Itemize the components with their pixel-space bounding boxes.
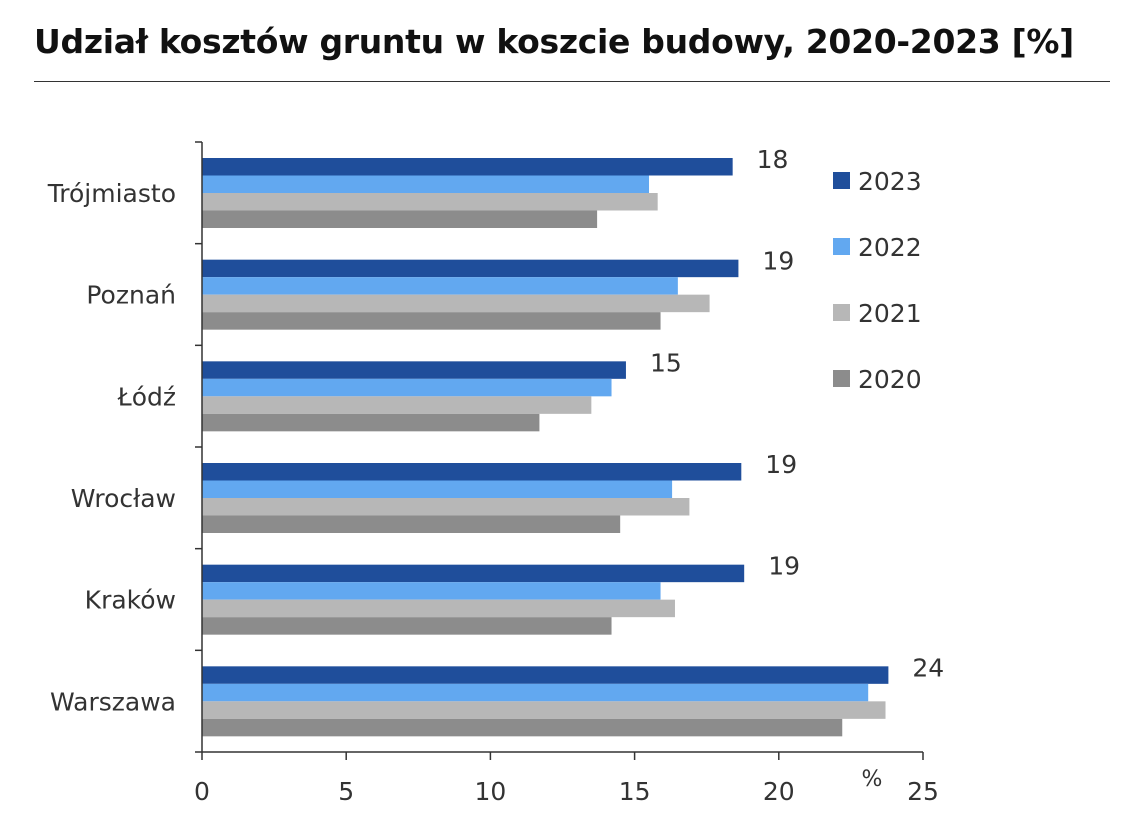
data-label: 19 (762, 247, 794, 276)
bar-2022-5 (202, 582, 661, 600)
bar-2023-4 (202, 463, 742, 481)
bar-2023-5 (202, 564, 745, 583)
data-label: 19 (765, 450, 797, 479)
data-label: 18 (757, 145, 789, 174)
legend-label-2023: 2023 (858, 167, 922, 196)
legend-label-2021: 2021 (858, 299, 922, 328)
bar-2021-5 (202, 599, 675, 618)
bar-2021-3 (202, 396, 592, 414)
legend-swatch-2021 (833, 304, 850, 321)
x-unit-label: % (862, 767, 883, 792)
x-tick-label: 0 (194, 777, 210, 806)
legend-label-2020: 2020 (858, 365, 922, 394)
category-label: Łódź (117, 382, 176, 411)
bar-2021-6 (202, 701, 886, 719)
category-label: Warszawa (50, 687, 176, 716)
bars-group (202, 158, 889, 737)
bar-2021-2 (202, 294, 710, 313)
x-tick-label: 15 (619, 777, 651, 806)
legend-swatch-2023 (833, 172, 850, 189)
bar-2023-2 (202, 259, 739, 278)
category-label: Poznań (86, 281, 176, 310)
bar-2023-3 (202, 361, 626, 379)
x-tick-label: 10 (474, 777, 506, 806)
bar-2022-2 (202, 277, 678, 295)
legend-swatch-2022 (833, 238, 850, 255)
bar-2022-1 (202, 175, 650, 193)
bar-2022-6 (202, 683, 869, 702)
axes-group: 0 5 10 15 20 25% (194, 141, 939, 806)
legend-swatch-2020 (833, 370, 850, 387)
bar-2023-1 (202, 158, 733, 176)
x-tick-label: 20 (763, 777, 795, 806)
data-label: 15 (650, 348, 682, 377)
bar-2022-4 (202, 480, 673, 498)
title-divider (34, 81, 1110, 82)
bar-2020-5 (202, 617, 612, 635)
x-tick-label: 25 (907, 777, 939, 806)
bar-2021-1 (202, 193, 658, 211)
category-label: Wrocław (71, 484, 176, 513)
labels-group: Trójmiasto 18 Poznań 19 Łódź 15 Wrocław 19 Krakó… (47, 145, 945, 716)
bar-2020-2 (202, 312, 661, 330)
bar-2020-6 (202, 718, 843, 737)
bar-2021-4 (202, 498, 690, 516)
chart-title: Udział kosztów gruntu w koszcie budowy, … (34, 22, 1074, 61)
category-label: Kraków (85, 586, 176, 615)
bar-2020-1 (202, 210, 598, 228)
bar-2022-3 (202, 378, 612, 397)
bar-2020-4 (202, 515, 621, 533)
data-label: 19 (768, 552, 800, 581)
bar-2020-3 (202, 413, 540, 432)
bar-2023-6 (202, 666, 889, 684)
category-label: Trójmiasto (47, 179, 176, 208)
x-tick-label: 5 (338, 777, 354, 806)
legend: 2023 2022 2021 2020 (833, 167, 922, 394)
legend-label-2022: 2022 (858, 233, 922, 262)
data-label: 24 (912, 653, 944, 682)
